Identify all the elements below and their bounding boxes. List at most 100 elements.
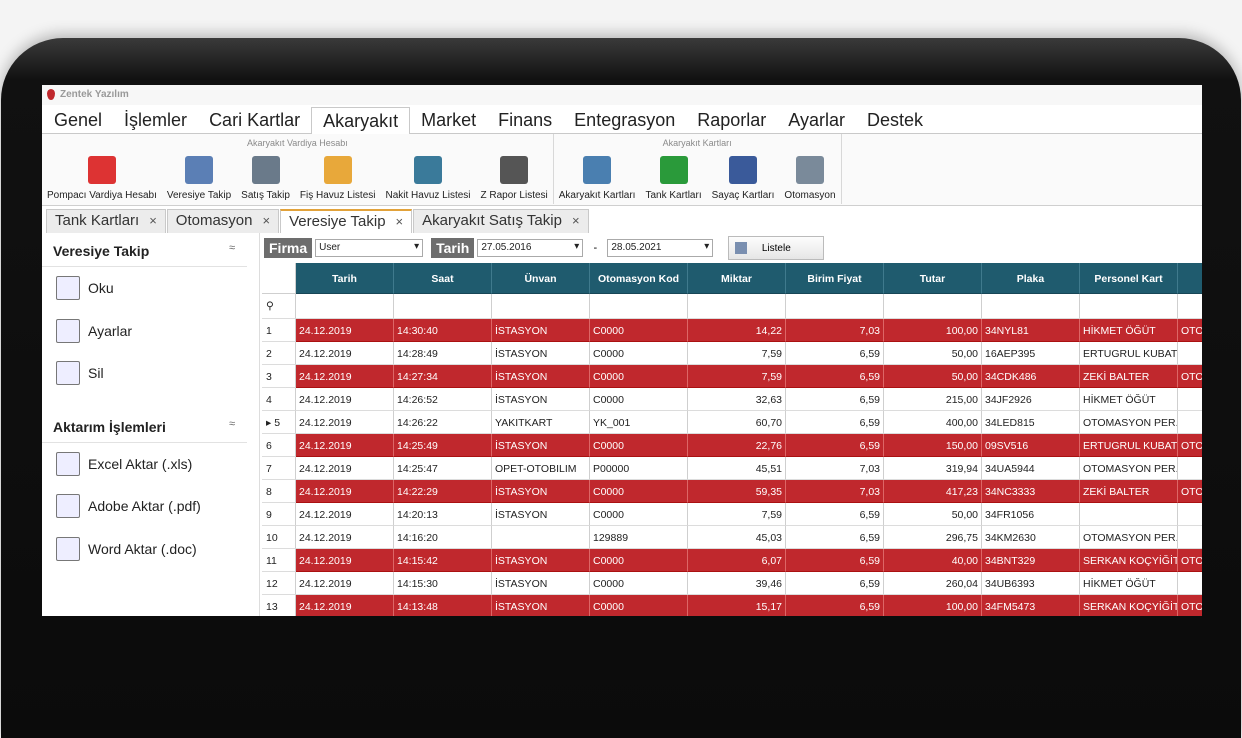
document-tab[interactable]: Tank Kartları × [46, 209, 166, 233]
sidebar-item[interactable]: Oku [42, 267, 259, 310]
menu-item[interactable]: Genel [54, 110, 103, 130]
table-row[interactable]: 1 24.12.2019 14:30:40 İSTASYON C0000 14,22 7,0… [262, 319, 1202, 342]
table-cell: SERKAN KOÇYİĞİT [1080, 549, 1178, 572]
menu-item[interactable]: İşlemler [124, 110, 188, 130]
tab-close[interactable]: × [262, 213, 271, 228]
table-cell: 34UB6393 [982, 572, 1080, 595]
ribbon-button[interactable]: Veresiye Takip [162, 152, 236, 204]
ribbon-button[interactable]: Fiş Havuz Listesi [295, 152, 381, 204]
ribbon-button-label: Pompacı Vardiya Hesabı [47, 190, 157, 201]
column-header[interactable]: Plaka [982, 263, 1080, 294]
table-row[interactable]: 2 24.12.2019 14:28:49 İSTASYON C0000 7,59 6,59… [262, 342, 1202, 365]
tab-close[interactable]: × [571, 213, 580, 228]
table-cell: OPET-OTOBILIM [492, 457, 590, 480]
filter-cell[interactable] [492, 294, 590, 319]
column-header[interactable]: Birim Fiyat [786, 263, 884, 294]
table-row[interactable]: 11 24.12.2019 14:15:42 İSTASYON C0000 6,07 6,5… [262, 549, 1202, 572]
table-cell [1178, 411, 1202, 434]
menu-item[interactable]: Ayarlar [788, 110, 845, 130]
filter-cell[interactable] [590, 294, 688, 319]
table-cell: 14:30:40 [394, 319, 492, 342]
header-row: Tarih Saat Ünvan Otomasyon Kod Miktar Birim F… [262, 263, 1202, 294]
table-row[interactable]: 3 24.12.2019 14:27:34 İSTASYON C0000 7,59 6,59… [262, 365, 1202, 388]
filter-cell[interactable] [296, 294, 394, 319]
date-separator: - [593, 242, 598, 254]
sidebar-item[interactable]: Word Aktar (.doc) [42, 528, 259, 571]
column-header[interactable]: Otomasyon Kod [590, 263, 688, 294]
table-row[interactable]: 10 24.12.2019 14:16:20 129889 45,03 6,59 296,7… [262, 526, 1202, 549]
menu-item[interactable]: Entegrasyon [574, 110, 676, 130]
filter-cell[interactable] [1080, 294, 1178, 319]
column-header[interactable]: Personel Kart [1080, 263, 1178, 294]
ribbon-button[interactable]: Nakit Havuz Listesi [380, 152, 475, 204]
column-header[interactable]: Ünvan [492, 263, 590, 294]
filter-cell[interactable] [982, 294, 1080, 319]
page: Zentek Yazılım Genel İşlemler Cari Kartlar… [0, 0, 1242, 616]
sidebar-item[interactable]: Adobe Aktar (.pdf) [42, 485, 259, 528]
ribbon-button[interactable]: Tank Kartları [640, 152, 706, 204]
column-header[interactable]: Tarih [296, 263, 394, 294]
sidebar-item[interactable]: Excel Aktar (.xls) [42, 443, 259, 486]
document-tab[interactable]: Akaryakıt Satış Takip × [413, 209, 589, 233]
table-cell: C0000 [590, 595, 688, 616]
table-row[interactable]: 8 24.12.2019 14:22:29 İSTASYON C0000 59,35 7,0… [262, 480, 1202, 503]
table-row[interactable]: ▸ 5 24.12.2019 14:26:22 YAKITKART YK_001 60,7… [262, 411, 1202, 434]
column-header[interactable]: Miktar [688, 263, 786, 294]
table-row[interactable]: 12 24.12.2019 14:15:30 İSTASYON C0000 39,46 6,… [262, 572, 1202, 595]
menu-item[interactable]: Market [421, 110, 477, 130]
section-title: Veresiye Takip [53, 243, 150, 259]
start-date[interactable]: 27.05.2016 [477, 239, 584, 257]
list-button[interactable]: Listele [728, 236, 825, 260]
menu-item[interactable]: Finans [498, 110, 553, 130]
ribbon-icon [500, 156, 529, 184]
document-tab[interactable]: Veresiye Takip × [280, 209, 413, 233]
filter-cell[interactable] [688, 294, 786, 319]
table-row[interactable]: 6 24.12.2019 14:25:49 İSTASYON C0000 22,76 6,5… [262, 434, 1202, 457]
table-cell: İSTASYON [492, 319, 590, 342]
filter-cell[interactable] [394, 294, 492, 319]
app-icon [47, 89, 55, 100]
document-tab[interactable]: Otomasyon × [166, 209, 280, 233]
menu-item[interactable]: Destek [866, 110, 924, 130]
ribbon-button[interactable]: Pompacı Vardiya Hesabı [42, 152, 162, 204]
collapse-icon[interactable]: ≈ [228, 417, 235, 430]
section-title: Aktarım İşlemleri [53, 418, 166, 435]
sidebar-item[interactable]: Ayarlar [42, 310, 259, 353]
ribbon-icon [729, 156, 758, 184]
ribbon-button[interactable]: Z Rapor Listesi [476, 152, 553, 204]
ribbon-button[interactable]: Satış Takip [236, 152, 295, 204]
table-cell [1178, 503, 1202, 526]
table-cell: 34NC3333 [982, 480, 1080, 503]
menu-item[interactable]: Raporlar [697, 110, 767, 130]
firma-dropdown[interactable]: User [315, 239, 424, 257]
collapse-icon[interactable]: ≈ [228, 242, 235, 254]
tab-close[interactable]: × [395, 214, 404, 229]
end-date[interactable]: 28.05.2021 [607, 239, 714, 257]
column-header[interactable]: Tutar [884, 263, 982, 294]
ribbon-button-label: Fiş Havuz Listesi [299, 190, 376, 201]
table-cell: 34BNT329 [982, 549, 1080, 572]
table-cell: 400,00 [884, 411, 982, 434]
filter-cell[interactable] [884, 294, 982, 319]
tab-close[interactable]: × [149, 213, 157, 228]
table-cell: 16AEP395 [982, 342, 1080, 365]
menu-item[interactable]: Akaryakıt [311, 107, 411, 135]
table-row[interactable]: 4 24.12.2019 14:26:52 İSTASYON C0000 32,63 6,5… [262, 388, 1202, 411]
sidebar-item[interactable]: Sil [42, 352, 259, 395]
ribbon-button-label: Satış Takip [241, 190, 290, 201]
ribbon-button[interactable]: Sayaç Kartları [707, 152, 780, 204]
table-cell: 34KM2630 [982, 526, 1080, 549]
filter-cell[interactable] [786, 294, 884, 319]
ribbon-button[interactable]: Otomasyon [779, 152, 840, 204]
table-cell: HİKMET ÖĞÜT [1080, 319, 1178, 342]
table-row[interactable]: 9 24.12.2019 14:20:13 İSTASYON C0000 7,59 6,59… [262, 503, 1202, 526]
menu-item[interactable]: Cari Kartlar [209, 110, 301, 130]
table-row[interactable]: 13 24.12.2019 14:13:48 İSTASYON C0000 15,17 6,… [262, 595, 1202, 616]
ribbon-icon [323, 156, 352, 184]
ribbon-button[interactable]: Akaryakıt Kartları [554, 152, 641, 204]
table-row[interactable]: 7 24.12.2019 14:25:47 OPET-OTOBILIM P00000 45… [262, 457, 1202, 480]
column-header[interactable]: Saat [394, 263, 492, 294]
table-cell: 50,00 [884, 342, 982, 365]
ribbon-group-title: Akaryakıt Vardiya Hesabı [246, 138, 348, 148]
table-cell: 34LED815 [982, 411, 1080, 434]
